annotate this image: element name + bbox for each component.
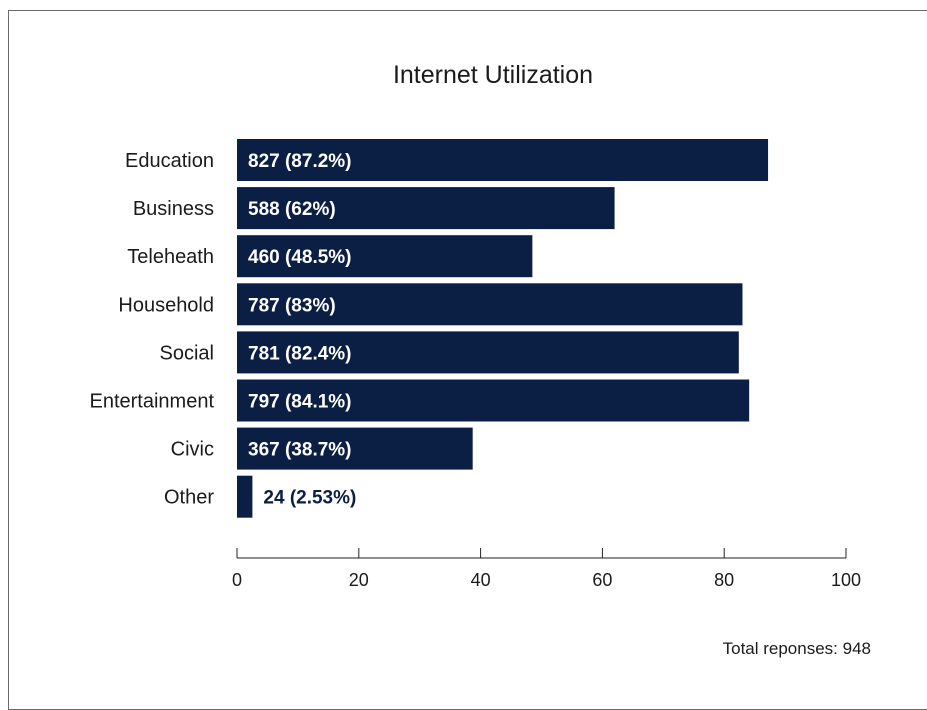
category-label-household: Household	[118, 294, 214, 316]
data-label-teleheath: 460 (48.5%)	[248, 247, 352, 268]
chart-title: Internet Utilization	[393, 61, 593, 89]
x-tick-label-40: 40	[471, 570, 491, 590]
data-label-education: 827 (87.2%)	[248, 151, 352, 172]
bar-entertainment	[237, 379, 750, 422]
bar-education	[237, 139, 769, 181]
x-tick-label-80: 80	[714, 570, 734, 590]
data-label-civic: 367 (38.7%)	[248, 440, 352, 461]
bar-business	[237, 187, 615, 230]
x-tick-label-0: 0	[232, 570, 242, 590]
category-label-teleheath: Teleheath	[127, 246, 214, 268]
data-label-social: 781 (82.4%)	[248, 343, 352, 364]
bars-group: Education 827 (87.2%) Business 588 (62%) Tel…	[89, 139, 769, 518]
x-tick-label-20: 20	[349, 570, 369, 590]
data-label-entertainment: 797 (84.1%)	[248, 392, 352, 413]
x-tick-label-100: 100	[831, 570, 861, 590]
data-label-business: 588 (62%)	[248, 199, 336, 220]
category-label-business: Business	[133, 198, 214, 220]
data-label-household: 787 (83%)	[248, 295, 336, 316]
bar-household	[237, 283, 743, 326]
bar-social	[237, 331, 739, 374]
data-label-other: 24 (2.53%)	[263, 488, 356, 509]
bar-other	[237, 475, 253, 518]
total-responses-note: Total reponses: 948	[723, 639, 871, 658]
category-label-social: Social	[160, 342, 214, 364]
bar-civic	[237, 427, 473, 470]
category-label-civic: Civic	[171, 439, 214, 461]
x-axis: 0 20 40 60 80 100	[232, 548, 861, 590]
category-label-education: Education	[125, 150, 214, 172]
bar-teleheath	[237, 235, 533, 278]
x-tick-label-60: 60	[592, 570, 612, 590]
category-label-other: Other	[164, 487, 214, 509]
category-label-entertainment: Entertainment	[89, 391, 214, 413]
